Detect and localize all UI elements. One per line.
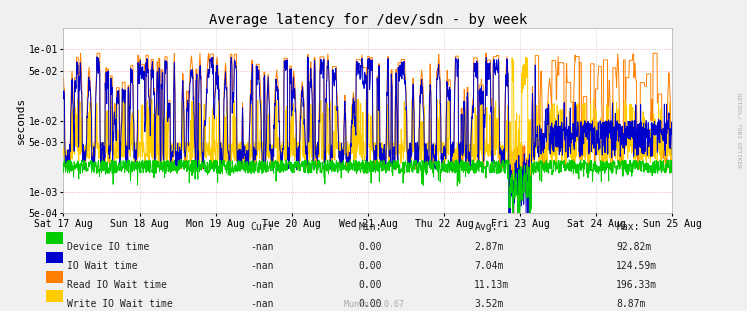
Text: -nan: -nan (250, 280, 273, 290)
Text: 8.87m: 8.87m (616, 299, 645, 309)
Text: Write IO Wait time: Write IO Wait time (67, 299, 173, 309)
Text: -nan: -nan (250, 299, 273, 309)
Text: Min:: Min: (359, 222, 382, 232)
Text: 2.87m: 2.87m (474, 242, 503, 252)
Text: -nan: -nan (250, 261, 273, 271)
Text: 196.33m: 196.33m (616, 280, 657, 290)
Text: Avg:: Avg: (474, 222, 498, 232)
Text: Munin 2.0.67: Munin 2.0.67 (344, 300, 403, 309)
Text: 7.04m: 7.04m (474, 261, 503, 271)
Text: Max:: Max: (616, 222, 639, 232)
Y-axis label: seconds: seconds (16, 97, 26, 144)
Text: IO Wait time: IO Wait time (67, 261, 137, 271)
Text: -nan: -nan (250, 242, 273, 252)
Text: 3.52m: 3.52m (474, 299, 503, 309)
Text: 0.00: 0.00 (359, 280, 382, 290)
Text: 0.00: 0.00 (359, 261, 382, 271)
Text: 92.82m: 92.82m (616, 242, 651, 252)
Text: Cur:: Cur: (250, 222, 273, 232)
Text: 0.00: 0.00 (359, 299, 382, 309)
Text: Device IO time: Device IO time (67, 242, 149, 252)
Text: 0.00: 0.00 (359, 242, 382, 252)
Text: RDTOOL/ TOBI OETIKER: RDTOOL/ TOBI OETIKER (737, 93, 742, 168)
Text: 11.13m: 11.13m (474, 280, 509, 290)
Title: Average latency for /dev/sdn - by week: Average latency for /dev/sdn - by week (208, 13, 527, 27)
Text: Read IO Wait time: Read IO Wait time (67, 280, 167, 290)
Text: 124.59m: 124.59m (616, 261, 657, 271)
